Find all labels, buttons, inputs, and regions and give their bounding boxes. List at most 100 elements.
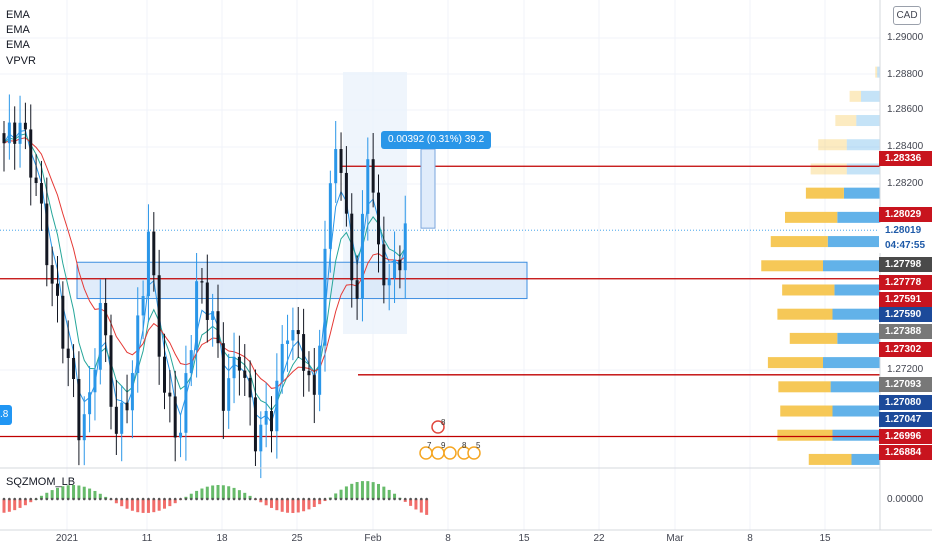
price-badge: 1.27590 xyxy=(879,307,932,322)
squeeze-dot xyxy=(227,497,230,501)
axis-tick: 1.28600 xyxy=(887,104,924,115)
squeeze-dot xyxy=(350,497,354,501)
histogram-bar xyxy=(136,499,140,513)
squeeze-dot xyxy=(18,497,22,501)
volume-bar-down xyxy=(777,308,833,320)
squeeze-dot xyxy=(211,497,214,501)
histogram-bar xyxy=(344,486,348,499)
squeeze-dot xyxy=(216,497,220,501)
price-badge: 1.27047 xyxy=(879,412,932,427)
candle-body xyxy=(280,343,284,381)
ema-line xyxy=(3,129,406,424)
price-badge: 1.27778 xyxy=(879,275,932,290)
squeeze-dot xyxy=(264,497,268,501)
candle-body xyxy=(114,406,118,434)
candle-body xyxy=(157,275,161,357)
candle-body xyxy=(18,122,22,144)
squeeze-dot xyxy=(270,497,273,501)
histogram-bar xyxy=(45,492,49,499)
indicator-label-ema-3[interactable]: EMA xyxy=(6,39,30,51)
squeeze-dot xyxy=(66,497,70,501)
squeeze-dot xyxy=(131,497,134,501)
volume-bar-up xyxy=(846,139,880,151)
squeeze-dot xyxy=(179,497,182,501)
candle-body xyxy=(205,282,209,320)
candle-body xyxy=(339,149,343,173)
squeeze-dot xyxy=(141,497,145,501)
volume-bar-up xyxy=(832,429,880,441)
candle-body xyxy=(120,402,124,434)
candle-body xyxy=(82,414,86,441)
left-price-tag: .8 xyxy=(0,405,12,425)
currency-button[interactable]: CAD xyxy=(893,6,921,25)
candle-body xyxy=(23,122,27,130)
candle-body xyxy=(88,392,92,415)
histogram-bar xyxy=(227,486,231,499)
histogram-bar xyxy=(157,499,161,511)
date-tick: 18 xyxy=(216,533,228,544)
economic-events[interactable] xyxy=(410,415,490,467)
candle-body xyxy=(296,330,300,335)
squeeze-dot xyxy=(425,497,428,501)
histogram-bar xyxy=(377,483,380,499)
histogram-bar xyxy=(296,499,300,513)
indicator-label-ema-1[interactable]: EMA xyxy=(6,9,30,21)
squeeze-dot xyxy=(195,497,198,501)
volume-bar-up xyxy=(837,211,880,223)
event-count: 8 xyxy=(462,441,467,450)
candle-body xyxy=(189,350,193,374)
measure-box xyxy=(420,148,436,229)
histogram-bar xyxy=(163,499,166,509)
volume-bar-up xyxy=(832,308,880,320)
histogram-bar xyxy=(371,482,375,499)
squeeze-dot xyxy=(104,497,107,501)
histogram-bar xyxy=(152,499,156,513)
volume-bar-down xyxy=(835,115,857,127)
squeeze-dot xyxy=(398,497,402,501)
squeeze-dot xyxy=(345,497,348,501)
event-count: 9 xyxy=(441,441,446,450)
date-tick: Feb xyxy=(364,533,382,544)
volume-bar-up xyxy=(856,115,880,127)
histogram-bar xyxy=(195,490,199,499)
axis-tick: 1.28400 xyxy=(887,141,924,152)
volume-bar-down xyxy=(810,163,847,175)
candle-body xyxy=(72,357,76,380)
candle-body xyxy=(146,231,150,297)
candle-body xyxy=(350,213,354,281)
candle-body xyxy=(307,370,311,376)
histogram-bar xyxy=(82,486,86,499)
squeeze-dot xyxy=(275,497,279,501)
candle-body xyxy=(253,397,257,452)
candle-body xyxy=(211,311,215,320)
squeeze-dot xyxy=(323,497,327,501)
histogram-bar xyxy=(286,499,290,513)
squeeze-dot xyxy=(222,497,225,501)
candle-body xyxy=(77,379,81,441)
squeeze-dot xyxy=(50,497,54,501)
squeeze-dot xyxy=(318,497,321,501)
date-tick: 25 xyxy=(291,533,303,544)
squeeze-dot xyxy=(409,497,412,501)
price-badge: 1.27093 xyxy=(879,377,932,392)
histogram-bar xyxy=(189,493,193,499)
histogram-bar xyxy=(146,499,150,513)
indicator-label-ema-2[interactable]: EMA xyxy=(6,24,30,36)
us-flag-icon xyxy=(431,420,445,434)
candle-body xyxy=(221,343,225,411)
volume-bar-up xyxy=(832,405,880,417)
indicator-label-vpvr[interactable]: VPVR xyxy=(6,55,36,67)
event-count: 7 xyxy=(427,441,432,450)
price-badge: 1.27798 xyxy=(879,257,932,272)
squeeze-dot xyxy=(189,497,193,501)
candle-body xyxy=(264,411,268,425)
price-badge: 1.26996 xyxy=(879,429,932,444)
histogram-bar xyxy=(120,499,124,507)
squeeze-dot xyxy=(296,497,300,501)
ema-line xyxy=(3,133,406,412)
candle-body xyxy=(200,281,204,283)
candle-body xyxy=(243,370,247,378)
candle-body xyxy=(232,356,236,379)
oscillator-label[interactable]: SQZMOM_LB xyxy=(6,476,76,488)
